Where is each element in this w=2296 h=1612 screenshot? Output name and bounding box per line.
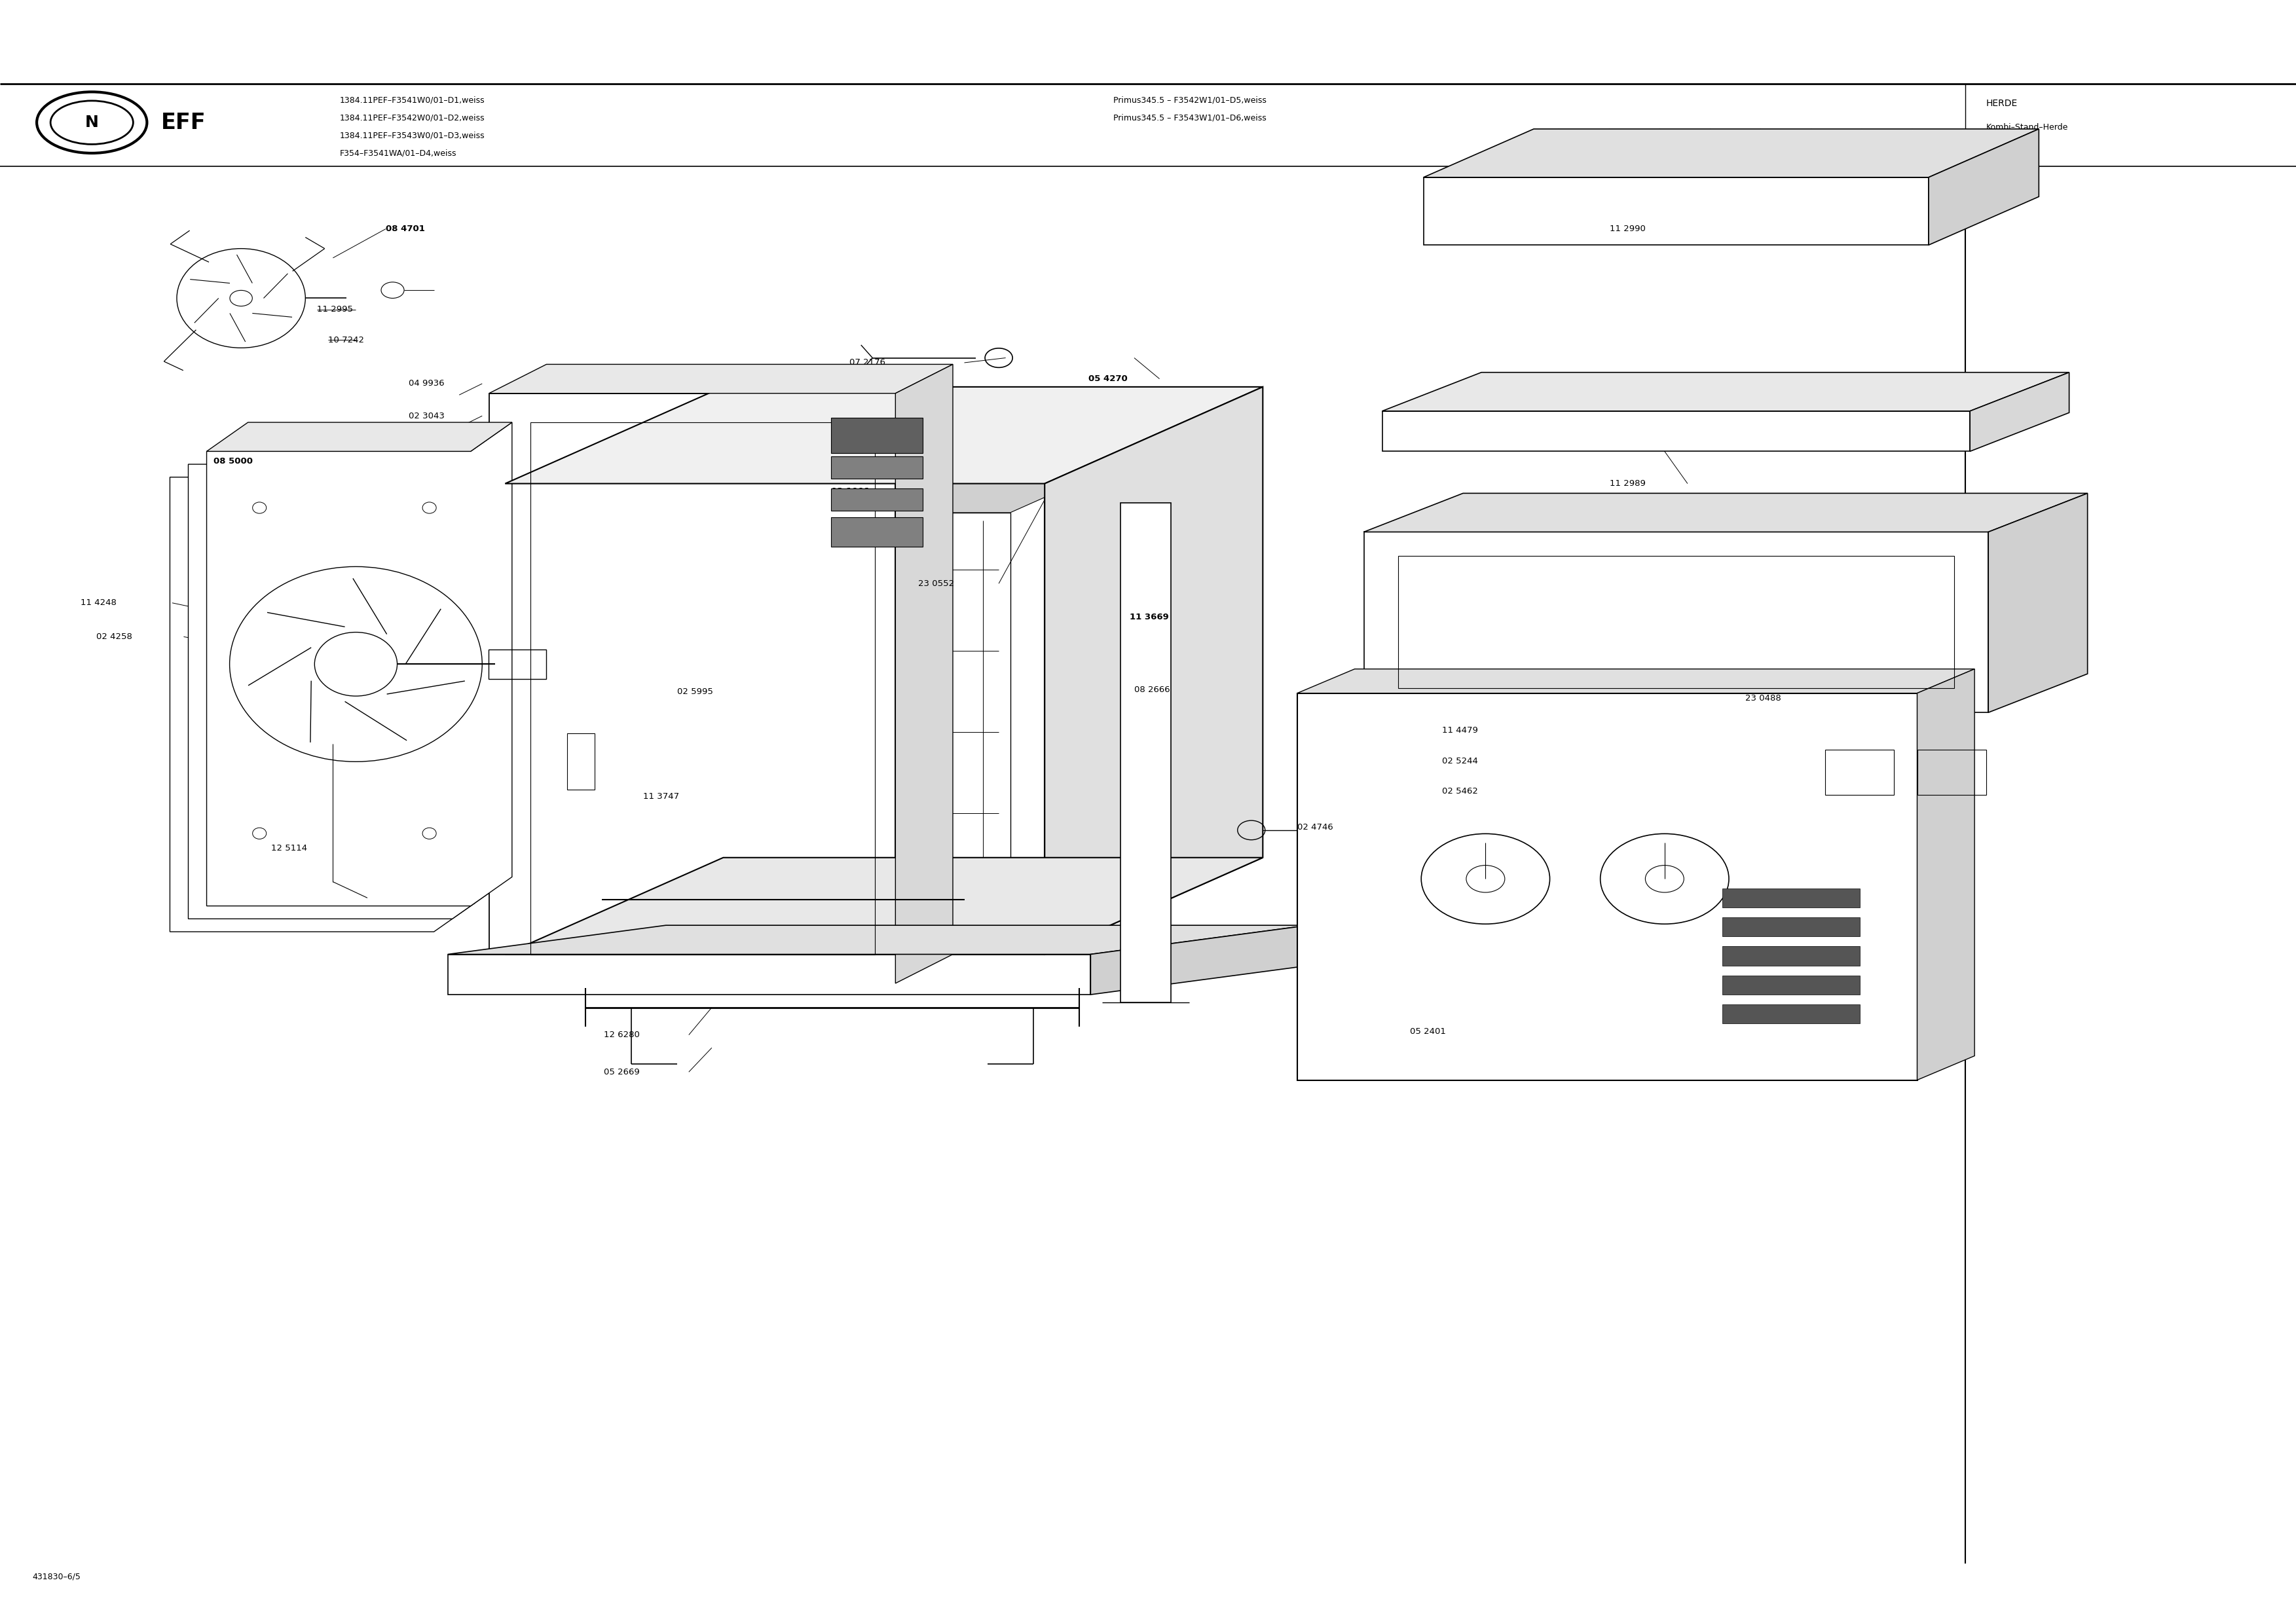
Text: 1384.11PEF–F3542W0/01–D2,weiss: 1384.11PEF–F3542W0/01–D2,weiss: [340, 113, 484, 123]
Text: 11 2990: 11 2990: [1609, 224, 1646, 234]
Text: 02 4258: 02 4258: [96, 632, 133, 642]
Polygon shape: [1382, 372, 2069, 411]
Text: Primus345.5 – F3542W1/01–D5,weiss: Primus345.5 – F3542W1/01–D5,weiss: [1114, 95, 1267, 105]
Text: N: N: [85, 114, 99, 131]
Text: 02 5462: 02 5462: [1442, 787, 1479, 796]
Text: 02 5995: 02 5995: [677, 687, 714, 696]
Text: 11 2989: 11 2989: [1609, 479, 1646, 488]
Polygon shape: [505, 858, 1263, 954]
Text: 12 5114: 12 5114: [271, 843, 308, 853]
Text: 23 0488: 23 0488: [1745, 693, 1782, 703]
Polygon shape: [207, 422, 512, 451]
Polygon shape: [170, 448, 475, 932]
Polygon shape: [1382, 411, 1970, 451]
Polygon shape: [489, 364, 953, 393]
Text: 04 9936: 04 9936: [409, 379, 445, 388]
Polygon shape: [895, 364, 953, 983]
Polygon shape: [1364, 532, 1988, 713]
Text: 02 3043: 02 3043: [409, 411, 445, 421]
Polygon shape: [1091, 925, 1309, 995]
Polygon shape: [1297, 669, 1975, 693]
Text: EFF: EFF: [161, 111, 207, 134]
Bar: [831, 488, 923, 511]
Text: 05 2669: 05 2669: [604, 1067, 641, 1077]
Text: 1384.11PEF–F3543W0/01–D3,weiss: 1384.11PEF–F3543W0/01–D3,weiss: [340, 131, 484, 140]
Text: 07 2176: 07 2176: [850, 358, 886, 368]
Bar: [489, 650, 546, 679]
Text: 05 2401: 05 2401: [1410, 1027, 1446, 1037]
Polygon shape: [1364, 493, 2087, 532]
Bar: [1722, 917, 1860, 937]
Polygon shape: [1297, 693, 1917, 1080]
Text: 08 2666: 08 2666: [1134, 685, 1171, 695]
Text: 431830–6/5: 431830–6/5: [32, 1572, 80, 1581]
Polygon shape: [1970, 372, 2069, 451]
Bar: [1722, 946, 1860, 966]
Polygon shape: [207, 422, 512, 906]
Text: 02 4746: 02 4746: [1297, 822, 1334, 832]
Text: 11 4479: 11 4479: [1442, 725, 1479, 735]
Bar: [831, 517, 923, 546]
Bar: [1825, 750, 1894, 795]
Text: 07 1050: 07 1050: [831, 426, 868, 435]
Text: 11 2995: 11 2995: [317, 305, 354, 314]
Text: 08 4701: 08 4701: [386, 224, 425, 234]
Text: HERDE: HERDE: [1986, 98, 2018, 108]
Bar: [1722, 975, 1860, 995]
Polygon shape: [1424, 129, 2039, 177]
Polygon shape: [1424, 177, 1929, 245]
Text: 10 7242: 10 7242: [328, 335, 365, 345]
Bar: [1917, 750, 1986, 795]
Text: 12 6280: 12 6280: [604, 1030, 641, 1040]
Text: 08 5000: 08 5000: [214, 456, 253, 466]
Polygon shape: [448, 925, 1309, 954]
Text: 05 4270: 05 4270: [1088, 374, 1127, 384]
Text: 11 4248: 11 4248: [80, 598, 117, 608]
Text: F354–F3541WA/01–D4,weiss: F354–F3541WA/01–D4,weiss: [340, 148, 457, 158]
Polygon shape: [188, 435, 494, 919]
Bar: [831, 456, 923, 479]
Polygon shape: [1929, 129, 2039, 245]
Polygon shape: [1917, 669, 1975, 1080]
Polygon shape: [556, 445, 1162, 513]
Text: 02 3516: 02 3516: [843, 517, 879, 527]
Text: 11 3747: 11 3747: [643, 791, 680, 801]
Bar: [1722, 1004, 1860, 1024]
Polygon shape: [1988, 493, 2087, 713]
Polygon shape: [489, 393, 895, 983]
Text: 02 1991: 02 1991: [831, 487, 870, 496]
Text: 11 3669: 11 3669: [1130, 613, 1169, 622]
Text: 02 5244: 02 5244: [1442, 756, 1479, 766]
Bar: [567, 733, 595, 790]
Polygon shape: [505, 387, 1263, 484]
Bar: [1722, 888, 1860, 908]
Text: Primus345.5 – F3543W1/01–D6,weiss: Primus345.5 – F3543W1/01–D6,weiss: [1114, 113, 1267, 123]
Text: 23 0552: 23 0552: [918, 579, 955, 588]
Polygon shape: [1120, 503, 1171, 1003]
Text: 1384.11PEF–F3541W0/01–D1,weiss: 1384.11PEF–F3541W0/01–D1,weiss: [340, 95, 484, 105]
Text: 02 3269: 02 3269: [831, 456, 868, 466]
Polygon shape: [1045, 387, 1263, 954]
Bar: [831, 418, 923, 453]
Polygon shape: [448, 954, 1091, 995]
Text: Kombi–Stand–Herde: Kombi–Stand–Herde: [1986, 123, 2069, 132]
